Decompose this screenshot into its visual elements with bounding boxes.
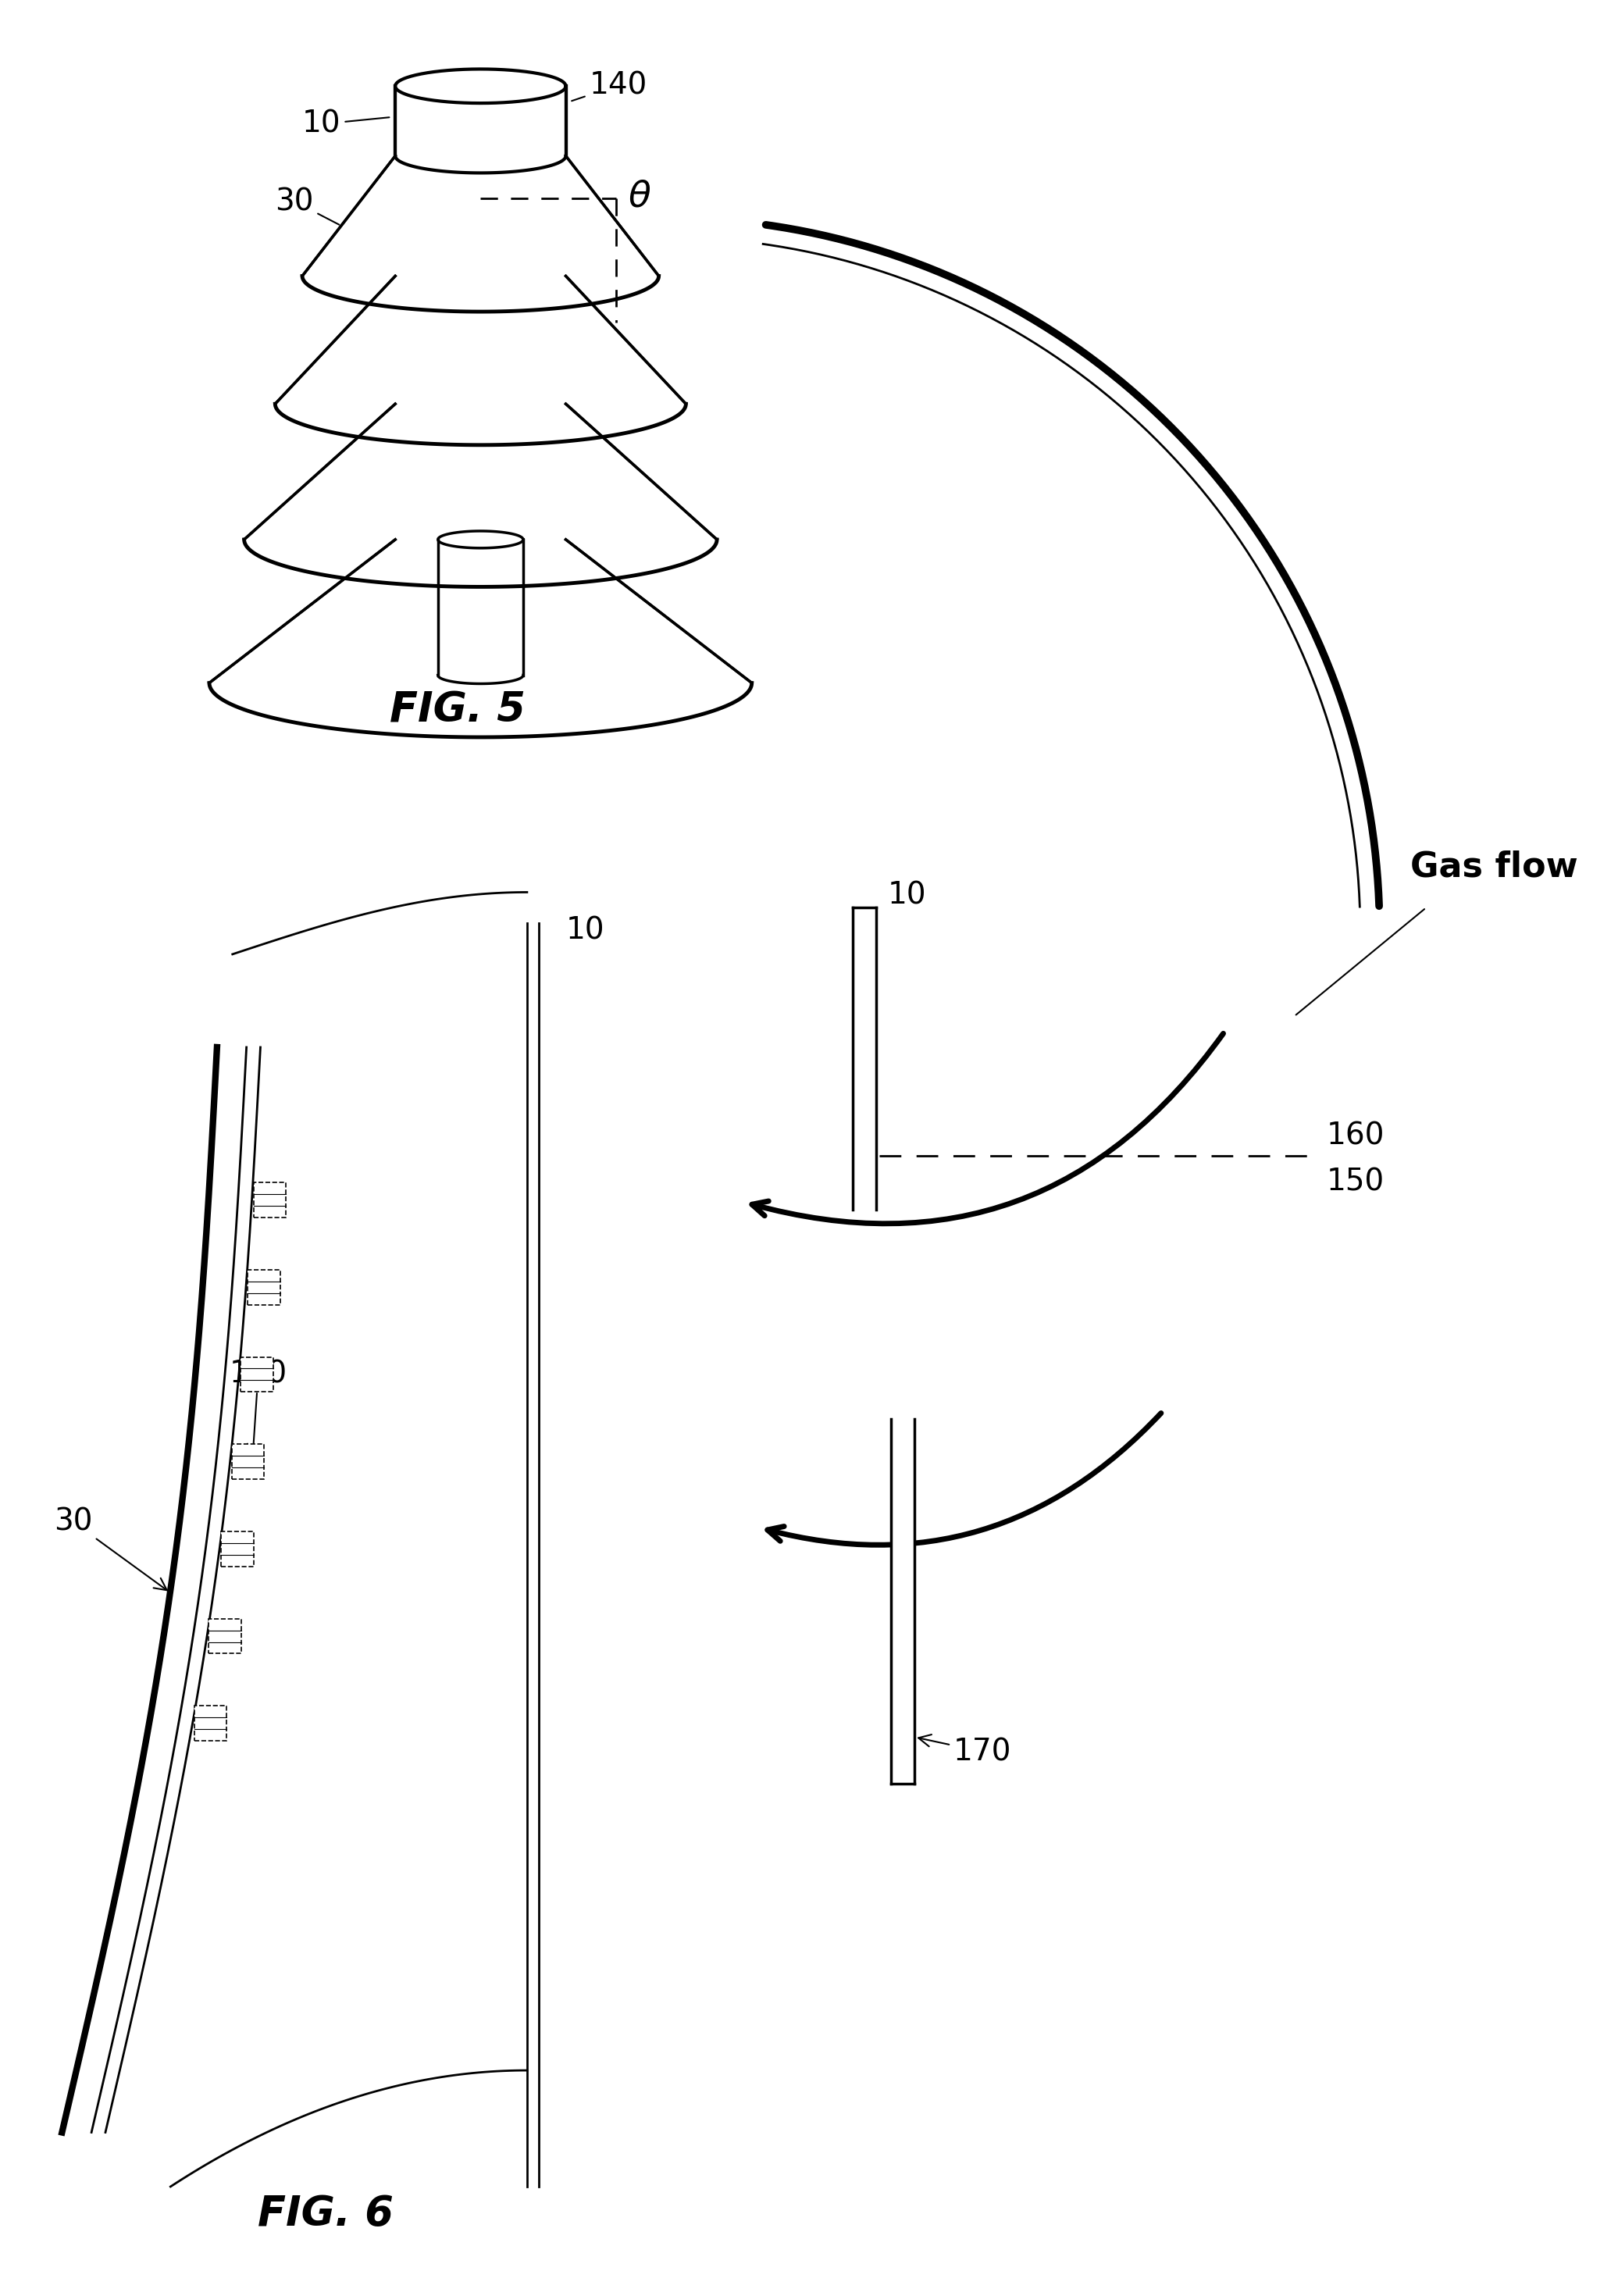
- Bar: [248, 1270, 280, 1304]
- Polygon shape: [395, 69, 566, 103]
- Bar: [209, 1619, 241, 1653]
- Text: 170: 170: [919, 1733, 1011, 1766]
- Text: FIG. 5: FIG. 5: [390, 689, 526, 730]
- Polygon shape: [209, 540, 752, 682]
- Polygon shape: [209, 682, 752, 737]
- Text: 30: 30: [53, 1506, 167, 1591]
- Polygon shape: [244, 540, 717, 588]
- Text: 140: 140: [571, 71, 647, 101]
- Bar: [231, 1444, 264, 1479]
- Bar: [194, 1706, 227, 1740]
- Bar: [254, 1182, 286, 1217]
- Text: 10: 10: [303, 110, 390, 138]
- Text: 150: 150: [1327, 1166, 1383, 1196]
- Text: $\theta$: $\theta$: [628, 179, 650, 214]
- Text: Gas flow: Gas flow: [1411, 850, 1578, 884]
- Polygon shape: [275, 276, 686, 404]
- Polygon shape: [303, 276, 659, 312]
- Text: 10: 10: [566, 916, 605, 946]
- Text: 30: 30: [275, 186, 340, 225]
- Text: 150: 150: [230, 1359, 286, 1456]
- Polygon shape: [275, 404, 686, 445]
- Polygon shape: [892, 1419, 914, 1784]
- Text: FIG. 6: FIG. 6: [257, 2193, 393, 2234]
- Bar: [241, 1357, 273, 1391]
- Polygon shape: [853, 907, 875, 1210]
- Text: 10: 10: [887, 879, 925, 909]
- Polygon shape: [303, 156, 659, 276]
- Polygon shape: [244, 404, 717, 540]
- Bar: [222, 1531, 254, 1566]
- Text: 160: 160: [1327, 1120, 1385, 1150]
